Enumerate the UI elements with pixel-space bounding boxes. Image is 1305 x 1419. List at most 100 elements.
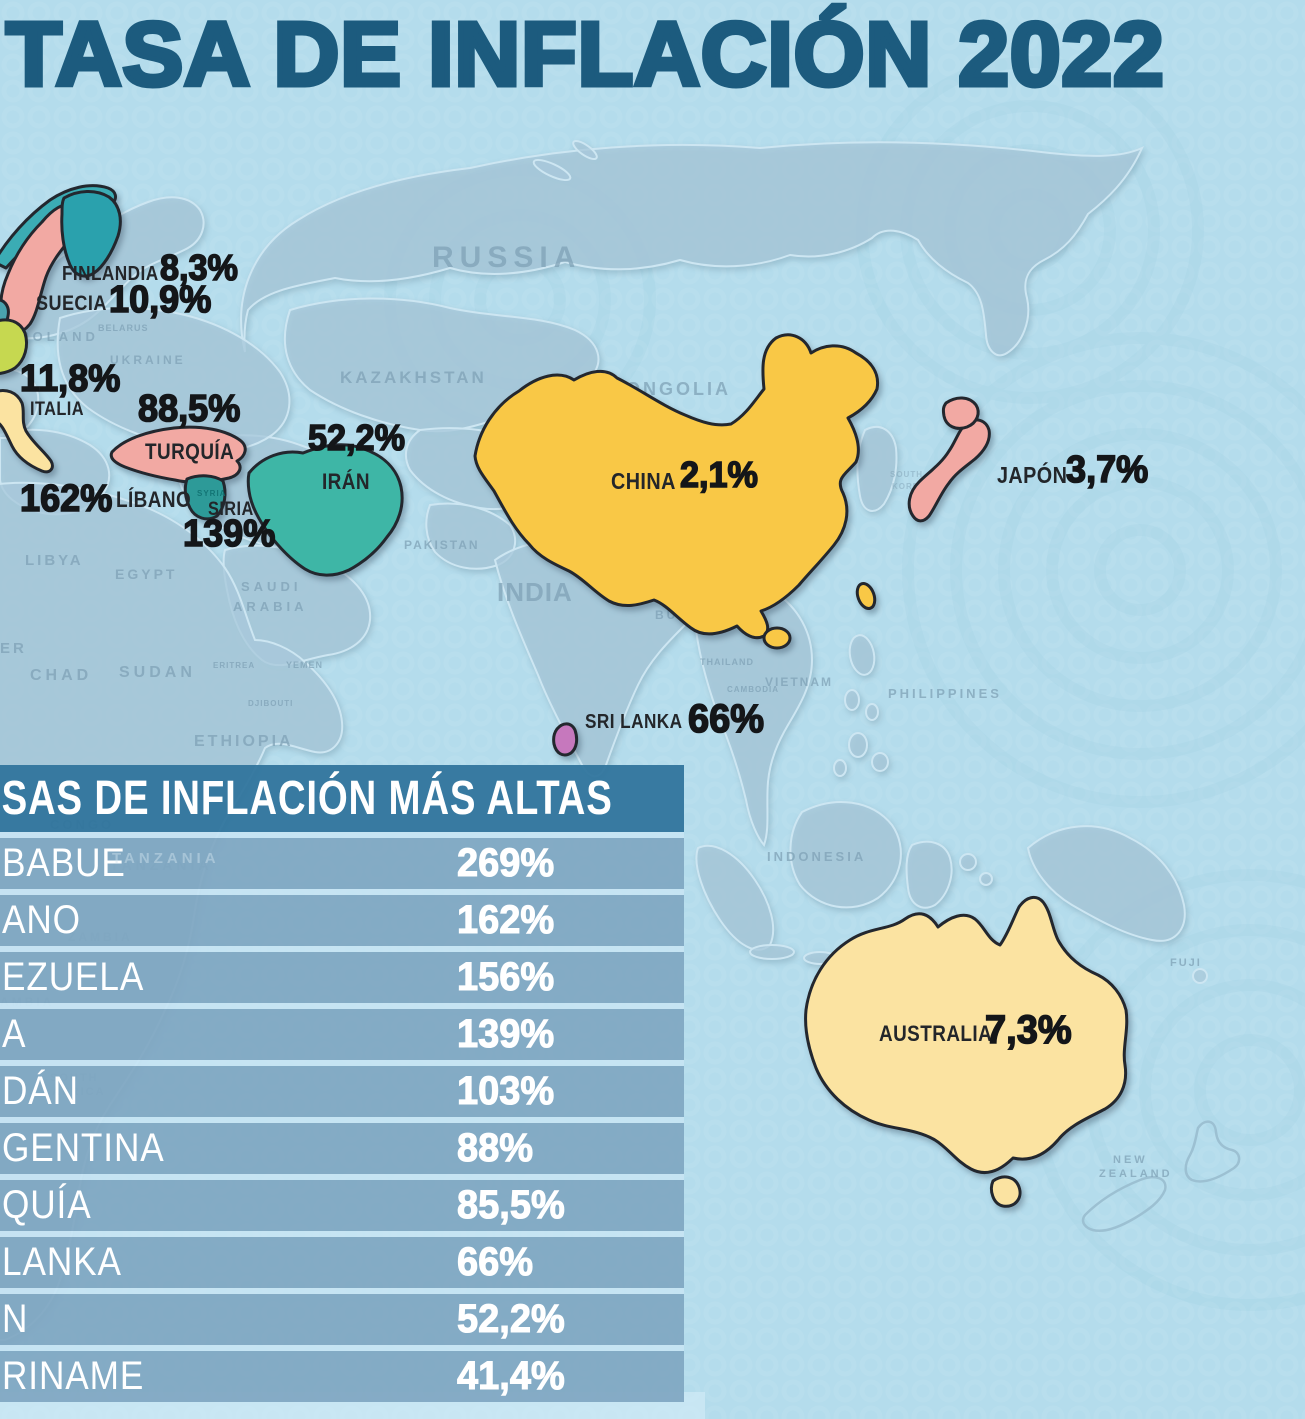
- map-label-australia-value: 7,3%: [984, 1008, 1072, 1052]
- basemap-label-india: INDIA: [497, 577, 573, 607]
- landmass-novaya-zemlya-2: [572, 139, 598, 161]
- map-label-turquia-name: TURQUÍA: [145, 439, 235, 464]
- table-row-libano: ANO 162%: [0, 895, 684, 946]
- table-row-value: 156%: [456, 954, 555, 999]
- basemap-label-saudi: SAUDI: [241, 579, 301, 594]
- table-row-argentina: GENTINA 88%: [0, 1123, 684, 1174]
- basemap-label-belarus: BELARUS: [98, 323, 149, 333]
- basemap-label-eritrea: ERITREA: [213, 661, 255, 670]
- country-shape-sri-lanka: [552, 722, 579, 757]
- landmass-novaya-zemlya: [532, 158, 572, 182]
- basemap-label-philippines: PHILIPPINES: [888, 686, 1002, 701]
- table-row-value: 41,4%: [456, 1353, 565, 1398]
- basemap-label-zealand: ZEALAND: [1099, 1168, 1173, 1180]
- table-row-country: ANO: [2, 898, 81, 942]
- table-row-value: 66%: [456, 1239, 534, 1284]
- basemap-label-yemen: YEMEN: [286, 660, 323, 670]
- map-label-australia-name: AUSTRALIA: [879, 1021, 993, 1046]
- basemap-labels: RUSSIA KAZAKHSTAN MONGOLIA INDIA BURMA L…: [0, 241, 1200, 1180]
- highest-inflation-table: SAS DE INFLACIÓN MÁS ALTAS BABUE 269% AN…: [0, 765, 684, 1402]
- basemap-label-poland: POLAND: [20, 329, 99, 344]
- basemap-label-ethiopia: ETHIOPIA: [194, 733, 294, 750]
- table-row-country: DÁN: [2, 1069, 79, 1113]
- basemap-label-cambodia: CAMBODIA: [727, 685, 779, 694]
- country-shape-finland: [60, 190, 122, 278]
- landmass-philippines-6: [833, 759, 847, 777]
- basemap-label-chad: CHAD: [30, 667, 92, 684]
- table-row-value: 103%: [456, 1068, 555, 1113]
- map-label-china-name: CHINA: [611, 468, 676, 494]
- map-label-suecia-value: 10,9%: [108, 279, 212, 321]
- map-label-finlandia-name: FINLANDIA: [62, 263, 159, 285]
- map-label-italia-name: ITALIA: [30, 399, 85, 420]
- country-shape-syria: [183, 474, 227, 521]
- country-shape-australia: [804, 895, 1129, 1174]
- table-row-country: A: [2, 1012, 27, 1056]
- basemap-label-russia: RUSSIA: [432, 241, 581, 274]
- map-label-japon-name: JAPÓN: [997, 462, 1068, 488]
- table-row-value: 52,2%: [456, 1296, 565, 1341]
- table-row-sudan: DÁN 103%: [0, 1066, 684, 1117]
- basemap-label-south-korea-2: KOREA: [892, 482, 926, 491]
- landmass-sulawesi: [905, 840, 953, 909]
- basemap-label-vietnam: VIETNAM: [765, 675, 833, 689]
- table-row-value: 269%: [456, 840, 555, 885]
- table-header: SAS DE INFLACIÓN MÁS ALTAS: [0, 765, 684, 832]
- map-label-japon-value: 3,7%: [1065, 449, 1149, 491]
- landmass-philippines-3: [865, 703, 879, 721]
- country-shape-china-hainan: [762, 626, 792, 650]
- basemap-label-kazakhstan: KAZAKHSTAN: [340, 368, 487, 387]
- table-row-value: 88%: [456, 1125, 534, 1170]
- table-row-country: RINAME: [2, 1354, 145, 1398]
- table-row-value: 139%: [456, 1011, 555, 1056]
- map-label-sri-lanka-name: SRI LANKA: [585, 711, 683, 733]
- basemap-label-sudan: SUDAN: [119, 664, 196, 681]
- basemap-label-south-korea-1: SOUTH: [890, 470, 923, 479]
- map-label-iran-name: IRÁN: [322, 469, 370, 494]
- basemap-label-niger-fragment: ER: [0, 640, 27, 657]
- page-title: TASA DE INFLACIÓN 2022: [3, 5, 1166, 105]
- map-label-iran-value: 52,2%: [307, 417, 405, 458]
- table-row-value: 85,5%: [456, 1182, 565, 1227]
- basemap-label-djibouti: DJIBOUTI: [248, 699, 293, 708]
- basemap-label-egypt: EGYPT: [115, 566, 177, 582]
- table-row-sri-lanka: LANKA 66%: [0, 1237, 684, 1288]
- table-row-turquia: QUÍA 85,5%: [0, 1180, 684, 1231]
- landmass-philippines-mindanao: [848, 732, 868, 758]
- map-label-italia-value: 11,8%: [19, 358, 121, 400]
- basemap-label-libya: LIBYA: [25, 552, 84, 569]
- country-shape-italy: [0, 388, 54, 474]
- landmass-russia: [240, 141, 1144, 357]
- country-shape-china: [473, 333, 880, 640]
- table-row-zimbabue: BABUE 269%: [0, 838, 684, 889]
- landmass-philippines-5: [871, 752, 889, 772]
- table-row-siria: A 139%: [0, 1009, 684, 1060]
- landmass-java: [749, 944, 795, 960]
- basemap-label-arabia: ARABIA: [233, 599, 308, 614]
- map-label-libano-value: 162%: [19, 478, 113, 520]
- new-zealand-north-island-outline: [1184, 1120, 1241, 1183]
- country-shape-poland: [0, 318, 29, 375]
- landmass-borneo: [789, 801, 902, 909]
- country-shape-japan-hokkaido: [941, 396, 980, 430]
- table-row-value: 162%: [456, 897, 555, 942]
- map-label-siria-name: SIRIA: [208, 499, 254, 520]
- highlighted-countries: [0, 184, 1129, 1208]
- table-header-label: SAS DE INFLACIÓN MÁS ALTAS: [1, 772, 613, 825]
- country-shape-turkey: [109, 425, 247, 484]
- landmass-new-guinea: [1026, 825, 1186, 942]
- landmass-maluku-2: [979, 872, 993, 886]
- landmass-korea: [856, 425, 898, 512]
- map-label-china-value: 2,1%: [679, 454, 758, 495]
- table-row-country: EZUELA: [2, 955, 145, 999]
- basemap-label-ukraine: UKRAINE: [110, 353, 186, 367]
- country-shape-iran: [246, 443, 404, 577]
- landmass-philippines-2: [844, 689, 860, 711]
- country-shape-japan-honshu: [907, 418, 991, 523]
- new-zealand-south-island-outline: [1081, 1176, 1167, 1233]
- map-label-finlandia-value: 8,3%: [159, 247, 238, 288]
- country-shape-tasmania: [989, 1175, 1022, 1208]
- basemap-label-indonesia: INDONESIA: [767, 849, 866, 864]
